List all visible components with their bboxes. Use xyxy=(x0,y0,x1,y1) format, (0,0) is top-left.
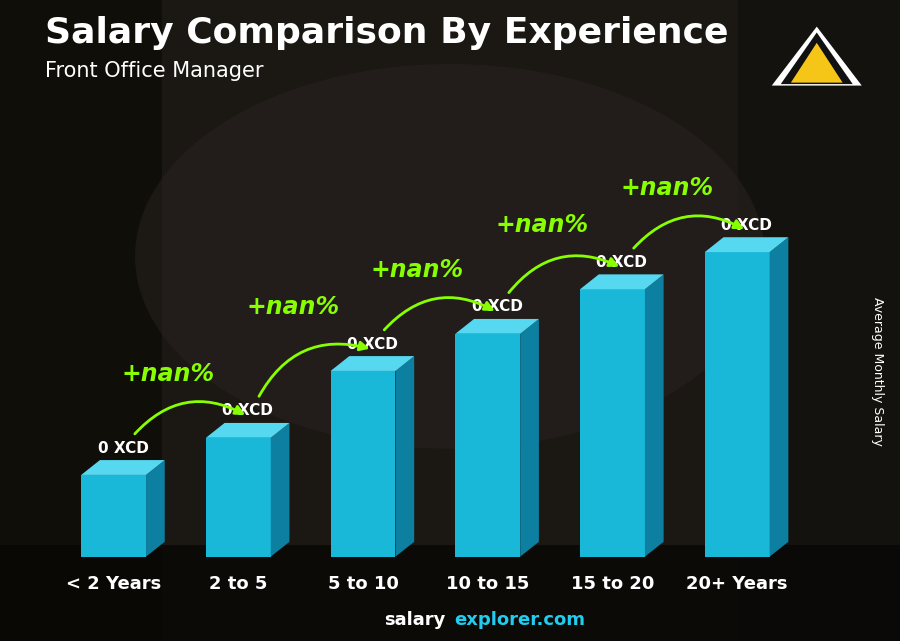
Text: 0 XCD: 0 XCD xyxy=(597,255,647,270)
FancyArrowPatch shape xyxy=(634,216,742,248)
Polygon shape xyxy=(81,460,165,475)
Text: +nan%: +nan% xyxy=(496,213,589,237)
Polygon shape xyxy=(705,252,770,556)
Polygon shape xyxy=(772,26,862,86)
Text: Average Monthly Salary: Average Monthly Salary xyxy=(871,297,884,446)
Polygon shape xyxy=(770,237,788,556)
Text: 0 XCD: 0 XCD xyxy=(472,299,523,315)
Polygon shape xyxy=(455,334,520,556)
Text: explorer.com: explorer.com xyxy=(454,612,586,629)
Bar xyxy=(0,545,900,641)
Polygon shape xyxy=(81,475,146,556)
Polygon shape xyxy=(146,460,165,556)
Polygon shape xyxy=(206,423,290,438)
Polygon shape xyxy=(580,274,663,289)
Ellipse shape xyxy=(135,64,765,449)
Polygon shape xyxy=(330,356,414,371)
Text: +nan%: +nan% xyxy=(122,362,214,386)
Polygon shape xyxy=(791,43,842,83)
Polygon shape xyxy=(580,289,645,556)
FancyArrowPatch shape xyxy=(384,297,492,330)
Text: +nan%: +nan% xyxy=(246,295,339,319)
FancyArrowPatch shape xyxy=(508,256,616,293)
Text: 0 XCD: 0 XCD xyxy=(97,440,148,456)
Bar xyxy=(738,0,900,641)
FancyArrowPatch shape xyxy=(259,342,366,396)
Polygon shape xyxy=(455,319,539,334)
Text: +nan%: +nan% xyxy=(371,258,464,282)
Polygon shape xyxy=(705,237,788,252)
Text: Salary Comparison By Experience: Salary Comparison By Experience xyxy=(45,16,728,50)
Polygon shape xyxy=(781,33,853,84)
Polygon shape xyxy=(645,274,663,556)
Text: 0 XCD: 0 XCD xyxy=(222,403,273,419)
FancyArrowPatch shape xyxy=(135,401,242,434)
Text: 0 XCD: 0 XCD xyxy=(721,218,772,233)
Polygon shape xyxy=(395,356,414,556)
Text: 0 XCD: 0 XCD xyxy=(347,337,398,352)
Polygon shape xyxy=(330,371,395,556)
Polygon shape xyxy=(271,423,290,556)
Text: salary: salary xyxy=(384,612,446,629)
Bar xyxy=(0,0,162,641)
Polygon shape xyxy=(206,438,271,556)
Text: +nan%: +nan% xyxy=(620,176,714,200)
Polygon shape xyxy=(520,319,539,556)
Text: Front Office Manager: Front Office Manager xyxy=(45,61,264,81)
